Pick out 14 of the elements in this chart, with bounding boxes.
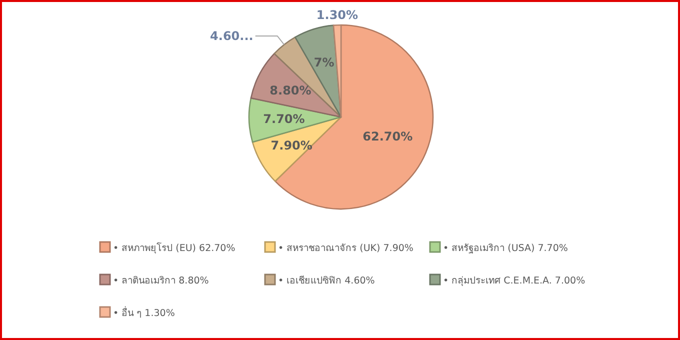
- data-label: 7.90%: [270, 138, 312, 153]
- legend-label: • กลุ่มประเทศ C.E.M.E.A. 7.00%: [443, 276, 586, 286]
- data-label: 4.60...: [210, 28, 254, 43]
- legend-label: • ลาตินอเมริกา 8.80%: [113, 276, 209, 286]
- legend-label: • สหราชอาณาจักร (UK) 7.90%: [278, 243, 414, 254]
- data-label: 7.70%: [263, 112, 305, 126]
- data-label: 1.30%: [316, 8, 358, 22]
- data-label: 62.70%: [362, 130, 413, 144]
- legend-label: • อื่น ๆ 1.30%: [113, 306, 175, 319]
- legend-label: • สหภาพยุโรป (EU) 62.70%: [113, 242, 236, 254]
- data-label: 7%: [314, 56, 334, 70]
- legend-label: • เอเชียแปซิฟิก 4.60%: [278, 274, 375, 286]
- legend-label: • สหรัฐอเมริกา (USA) 7.70%: [443, 243, 568, 254]
- data-label: 8.80%: [270, 83, 312, 98]
